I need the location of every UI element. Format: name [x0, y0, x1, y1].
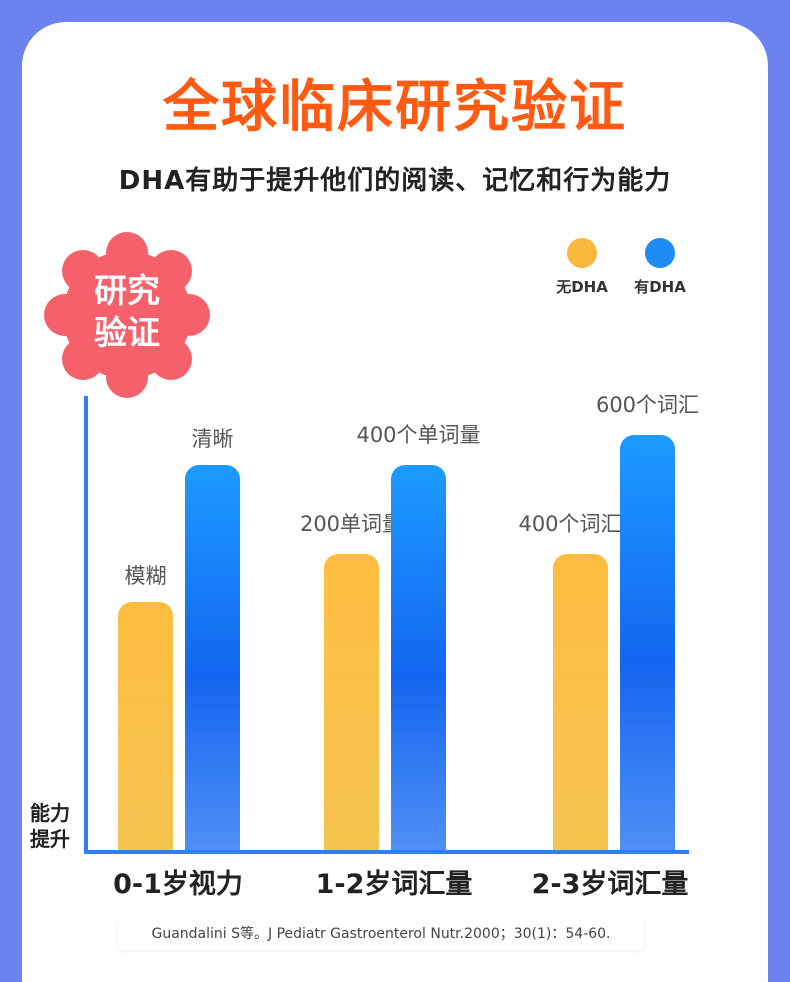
legend-dot-orange — [567, 238, 597, 268]
legend-dot-blue — [645, 238, 675, 268]
bar-with-dha-1: 补足DHA — [391, 465, 446, 850]
page-subtitle: DHA有助于提升他们的阅读、记忆和行为能力 — [118, 166, 672, 196]
x-axis — [84, 850, 689, 854]
y-axis — [84, 396, 88, 854]
legend-label-no-dha: 无DHA — [556, 278, 608, 296]
category-label-0: 0-1岁视力 — [113, 869, 243, 900]
data-annotation: 200单词量 — [299, 512, 404, 536]
data-annotation: 模糊 — [124, 564, 167, 588]
citation-source: Guandalini S等。J Pediatr Gastroenterol Nu… — [118, 918, 644, 950]
data-annotation: 清晰 — [191, 427, 234, 451]
bar-no-dha-1: 没有补足DHA — [324, 554, 379, 850]
category-label-1: 1-2岁词汇量 — [315, 869, 473, 900]
badge-line-2: 验证 — [94, 313, 160, 352]
badge-text: 研究 验证 — [44, 270, 210, 354]
y-axis-label-line-2: 提升 — [30, 827, 70, 851]
scalloped-badge-shape — [44, 232, 210, 398]
legend-label-with-dha: 有DHA — [634, 278, 686, 296]
legend-no-dha: 无DHA — [552, 238, 612, 297]
category-label-2: 2-3岁词汇量 — [531, 869, 689, 900]
data-annotation: 600个词汇 — [595, 393, 700, 417]
research-badge: 研究 验证 — [44, 232, 210, 398]
y-axis-label: 能力 提升 — [30, 800, 82, 852]
bar-with-dha-0: 补足DHA — [185, 465, 240, 850]
bar-no-dha-0: 没有补足DHA — [118, 602, 173, 850]
y-axis-label-line-1: 能力 — [30, 801, 70, 825]
bar-with-dha-2: 补足DHA — [620, 435, 675, 850]
bar-no-dha-2: 没有补足DHA — [553, 554, 608, 850]
data-annotation: 400个单词量 — [356, 423, 481, 447]
badge-line-1: 研究 — [94, 271, 160, 310]
page-title: 全球临床研究验证 — [163, 75, 627, 140]
legend-with-dha: 有DHA — [630, 238, 690, 297]
